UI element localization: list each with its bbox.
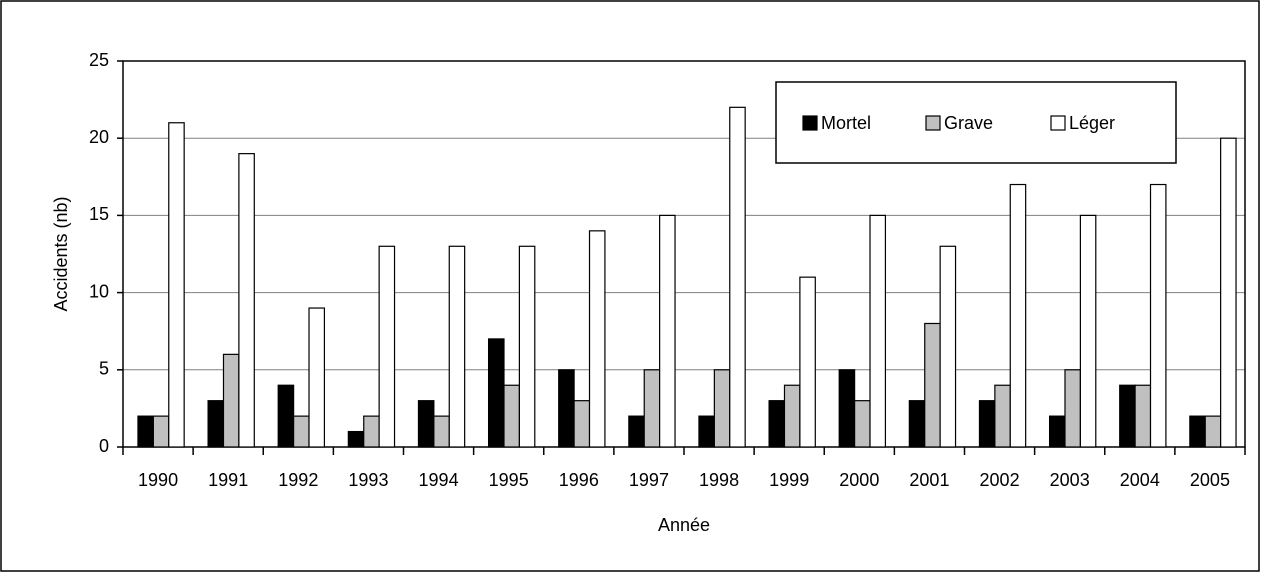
x-tick-label: 1998 bbox=[699, 470, 739, 490]
bar bbox=[378, 245, 396, 448]
bar bbox=[939, 245, 957, 448]
bar bbox=[1119, 384, 1136, 448]
bar bbox=[308, 307, 326, 448]
y-tick-label: 25 bbox=[89, 50, 109, 70]
bar bbox=[152, 415, 170, 448]
x-tick-label: 2002 bbox=[980, 470, 1020, 490]
bar bbox=[558, 369, 575, 448]
bar bbox=[137, 415, 154, 448]
bar bbox=[1079, 214, 1097, 448]
bar bbox=[768, 400, 786, 448]
x-tick-label: 1997 bbox=[629, 470, 669, 490]
bar bbox=[1189, 415, 1206, 448]
x-tick-label: 1996 bbox=[559, 470, 599, 490]
legend-label: Grave bbox=[944, 113, 993, 133]
bar bbox=[518, 245, 536, 448]
bar bbox=[643, 369, 661, 448]
bar bbox=[448, 245, 466, 448]
bar bbox=[1220, 137, 1237, 448]
bar bbox=[277, 384, 295, 448]
x-tick-label: 1995 bbox=[489, 470, 529, 490]
bar bbox=[924, 322, 941, 448]
bar bbox=[869, 214, 887, 448]
bar bbox=[588, 230, 606, 448]
bar bbox=[838, 369, 856, 448]
legend-swatch bbox=[802, 115, 818, 131]
bar bbox=[207, 400, 225, 448]
x-tick-label: 1991 bbox=[208, 470, 248, 490]
legend-swatch bbox=[925, 115, 941, 131]
bar bbox=[417, 400, 435, 448]
y-tick-label: 10 bbox=[89, 281, 109, 301]
bar bbox=[799, 276, 816, 448]
bar bbox=[978, 400, 996, 448]
bar bbox=[168, 122, 185, 448]
y-tick-label: 0 bbox=[99, 436, 109, 456]
x-tick-label: 2003 bbox=[1050, 470, 1090, 490]
bar bbox=[908, 400, 926, 448]
legend-label: Mortel bbox=[821, 113, 871, 133]
bar bbox=[713, 369, 731, 448]
x-tick-label: 2000 bbox=[839, 470, 879, 490]
bar bbox=[238, 153, 255, 448]
x-tick-label: 2001 bbox=[909, 470, 949, 490]
bar bbox=[293, 415, 310, 448]
x-axis-label: Année bbox=[658, 515, 710, 535]
bar bbox=[783, 384, 801, 448]
bar bbox=[994, 384, 1011, 448]
x-tick-label: 2004 bbox=[1120, 470, 1160, 490]
x-tick-label: 1999 bbox=[769, 470, 809, 490]
x-tick-label: 1990 bbox=[138, 470, 178, 490]
bar bbox=[1134, 384, 1152, 448]
bar bbox=[1204, 415, 1222, 448]
bar bbox=[347, 430, 365, 448]
bar bbox=[1064, 369, 1081, 448]
y-tick-label: 20 bbox=[89, 127, 109, 147]
bar bbox=[698, 415, 715, 448]
bar bbox=[573, 400, 591, 448]
y-tick-label: 15 bbox=[89, 204, 109, 224]
bar bbox=[854, 400, 871, 448]
bar bbox=[1149, 183, 1167, 448]
legend-box bbox=[775, 81, 1177, 164]
bar bbox=[628, 415, 645, 448]
y-axis-label: Accidents (nb) bbox=[51, 196, 71, 311]
x-tick-label: 2005 bbox=[1190, 470, 1230, 490]
bar bbox=[433, 415, 450, 448]
bar bbox=[487, 338, 505, 448]
bar bbox=[1009, 183, 1027, 448]
bar bbox=[503, 384, 520, 448]
legend-swatch bbox=[1050, 115, 1066, 131]
x-tick-label: 1992 bbox=[278, 470, 318, 490]
x-tick-label: 1993 bbox=[348, 470, 388, 490]
bar bbox=[659, 214, 676, 448]
bar bbox=[363, 415, 380, 448]
bar bbox=[729, 106, 746, 448]
y-tick-label: 5 bbox=[99, 359, 109, 379]
x-tick-label: 1994 bbox=[419, 470, 459, 490]
bar bbox=[222, 353, 240, 448]
legend-label: Léger bbox=[1069, 113, 1115, 133]
bar bbox=[1048, 415, 1066, 448]
